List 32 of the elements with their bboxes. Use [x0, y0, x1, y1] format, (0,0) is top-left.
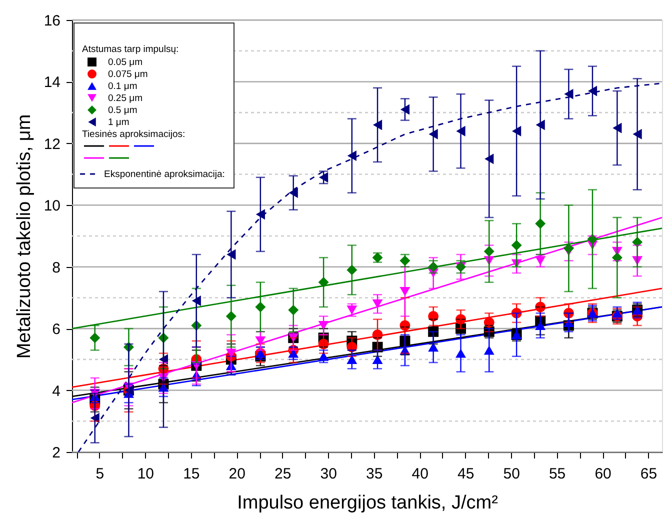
- y-tick-label: 12: [44, 136, 60, 153]
- legend-label: 0.05 μm: [108, 57, 143, 68]
- y-tick-label: 6: [52, 321, 60, 338]
- annotation: Tiesinės aproksimacijos:: [82, 129, 186, 140]
- y-tick-label: 8: [52, 259, 60, 276]
- legend-label: 0.075 μm: [108, 69, 148, 80]
- legend-label: 0.25 μm: [108, 93, 143, 104]
- x-tick-label: 25: [274, 466, 292, 482]
- x-tick-label: 10: [137, 466, 154, 482]
- y-tick-label: 4: [52, 382, 60, 400]
- y-tick-label: 2: [52, 444, 60, 462]
- x-axis-title: Impulso energijos tankis, J/cm²: [237, 492, 498, 514]
- x-tick-label: 40: [412, 466, 428, 482]
- y-tick-label: 10: [44, 198, 60, 215]
- x-tick-label: 60: [594, 466, 612, 482]
- x-tick-label: 30: [320, 466, 337, 482]
- legend-label: 0.5 μm: [108, 105, 138, 116]
- y-axis-title: Metalizuoto takelio plotis, μm: [14, 114, 35, 359]
- x-tick-label: 5: [96, 466, 104, 482]
- x-tick-label: 15: [183, 466, 200, 482]
- y-tick-label: 14: [44, 74, 60, 92]
- legend-label: 1 μm: [108, 117, 130, 128]
- legend-label: Eksponentinė aproksimacija:: [104, 169, 225, 180]
- x-tick-label: 35: [366, 466, 383, 482]
- legend-label: 0.1 μm: [108, 81, 138, 92]
- x-tick-label: 50: [503, 466, 520, 482]
- x-tick-label: 20: [228, 466, 246, 482]
- x-tick-label: 45: [457, 466, 474, 482]
- y-tick-label: 16: [44, 12, 60, 30]
- x-tick-label: 55: [548, 466, 566, 482]
- x-tick-label: 65: [640, 466, 658, 482]
- legend-title: Atstumas tarp impulsų:: [82, 44, 179, 55]
